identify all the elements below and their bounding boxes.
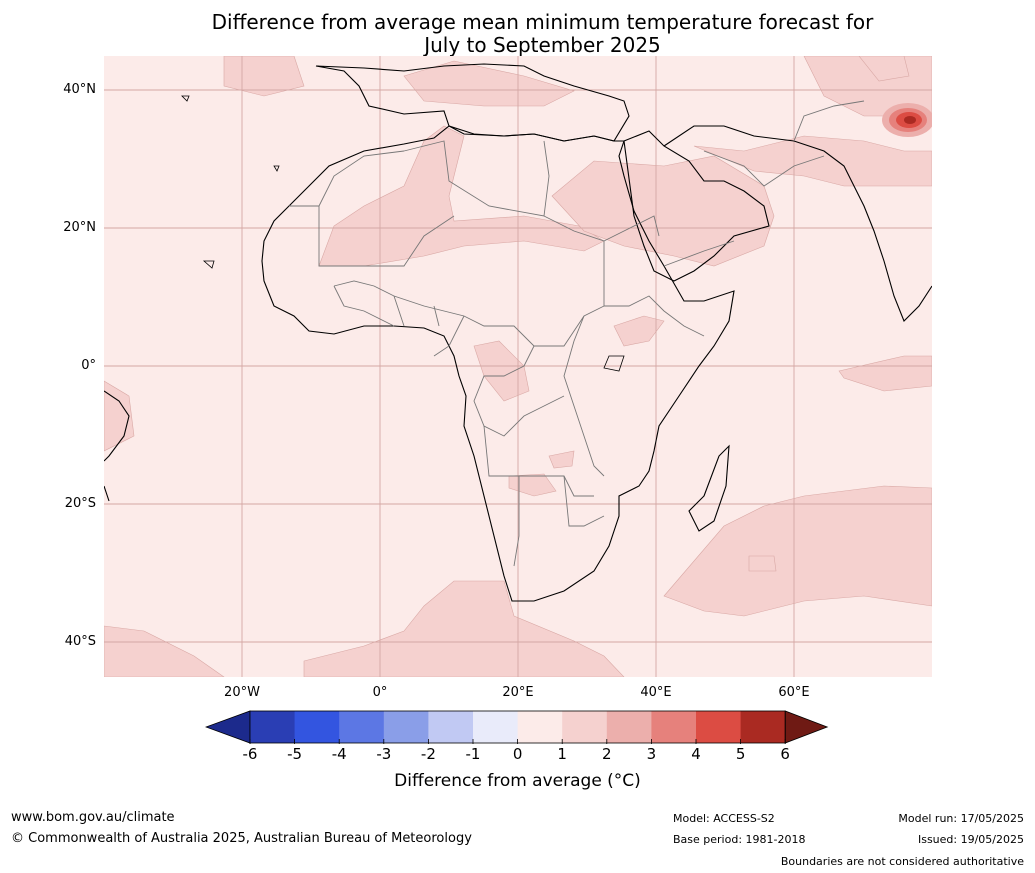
graticule xyxy=(104,56,932,677)
colorbar-arrow-high xyxy=(784,710,829,744)
footer-disclaimer: Boundaries are not considered authoritat… xyxy=(780,855,1024,868)
lon-label-20w: 20°W xyxy=(224,685,260,700)
colorbar-segment xyxy=(696,711,742,743)
lat-label-20s: 20°S xyxy=(64,496,96,511)
colorbar-tick-label: 5 xyxy=(735,745,746,763)
colorbar-tick-label: -3 xyxy=(376,745,392,763)
lat-label-40n: 40°N xyxy=(63,82,96,97)
colorbar-segment xyxy=(740,711,786,743)
map-title-line2: July to September 2025 xyxy=(424,33,661,57)
colorbar-tick-label: 6 xyxy=(780,745,790,763)
map-canvas xyxy=(104,56,932,677)
colorbar-label: Difference from average (°C) xyxy=(394,771,641,791)
colorbar-tick-label: -4 xyxy=(331,745,347,763)
lat-label-20n: 20°N xyxy=(63,220,96,235)
colorbar-segment xyxy=(473,711,519,743)
footer-model: Model: ACCESS-S2 xyxy=(673,812,775,825)
lon-label-40e: 40°E xyxy=(640,685,672,700)
colorbar-segment xyxy=(294,711,340,743)
lon-label-60e: 60°E xyxy=(778,685,810,700)
colorbar-tick-label: -2 xyxy=(420,745,436,763)
colorbar xyxy=(205,710,829,744)
colorbar-segment xyxy=(651,711,697,743)
colorbar-segment xyxy=(383,711,429,743)
colorbar-segment xyxy=(606,711,652,743)
footer-model-run: Model run: 17/05/2025 xyxy=(898,812,1024,825)
colorbar-tick-label: -6 xyxy=(242,745,258,763)
footer-issued: Issued: 19/05/2025 xyxy=(917,833,1024,846)
lat-label-0: 0° xyxy=(81,358,96,373)
lon-label-0: 0° xyxy=(372,685,388,700)
colorbar-segment xyxy=(250,711,296,743)
lon-label-20e: 20°E xyxy=(502,685,534,700)
colorbar-tick-label: -5 xyxy=(287,745,303,763)
colorbar-tick-label: 1 xyxy=(557,745,567,763)
footer-url: www.bom.gov.au/climate xyxy=(11,810,175,825)
colorbar-segment xyxy=(428,711,474,743)
colorbar-tick-label: 2 xyxy=(602,745,612,763)
colorbar-tick-label: 3 xyxy=(646,745,657,763)
coastlines xyxy=(104,63,932,602)
lat-label-40s: 40°S xyxy=(64,634,96,649)
anomaly-1-to-2-regions xyxy=(104,56,932,677)
map-title-line1: Difference from average mean minimum tem… xyxy=(211,10,874,34)
colorbar-tick-label: -1 xyxy=(465,745,481,763)
colorbar-arrow-low xyxy=(205,710,251,744)
islands xyxy=(181,95,625,372)
footer-copyright: © Commonwealth of Australia 2025, Austra… xyxy=(11,831,472,846)
forecast-map xyxy=(104,56,932,677)
footer-base-period: Base period: 1981-2018 xyxy=(673,833,806,846)
colorbar-segment xyxy=(339,711,385,743)
colorbar-segment xyxy=(562,711,608,743)
colorbar-tick-label: 4 xyxy=(691,745,701,763)
country-borders xyxy=(289,100,865,567)
colorbar-tick-label: 0 xyxy=(512,745,523,763)
colorbar-segment xyxy=(517,711,563,743)
anomaly-hotspot xyxy=(882,103,932,137)
